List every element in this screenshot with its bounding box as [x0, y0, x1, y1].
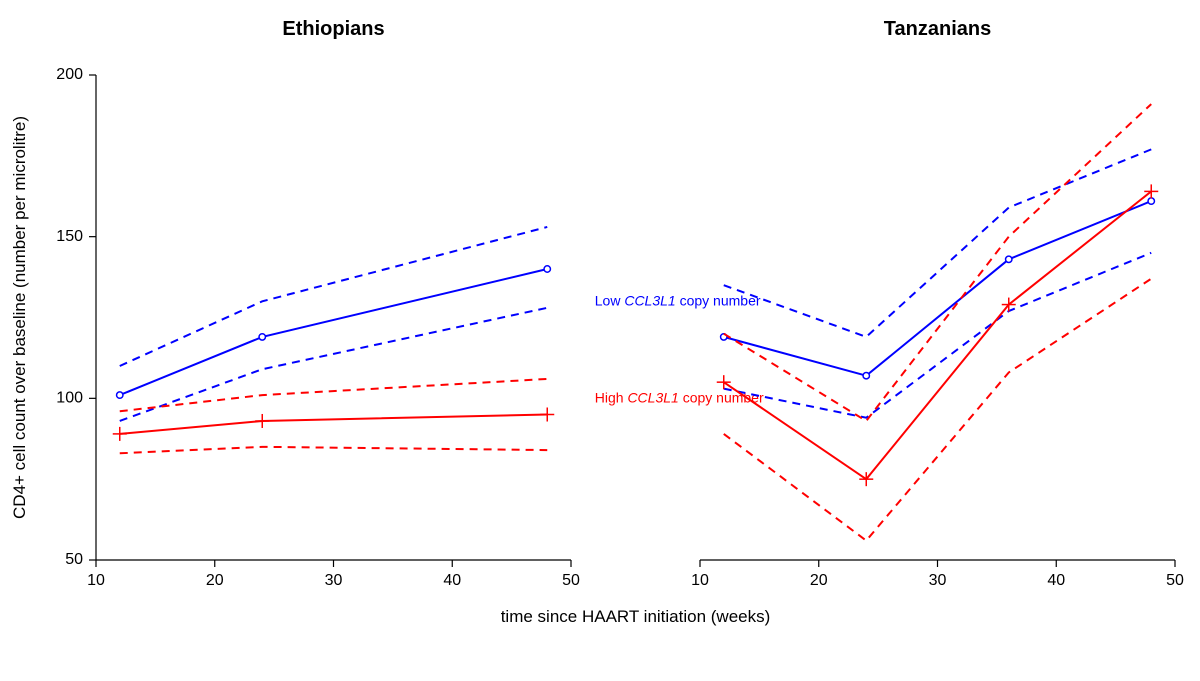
- marker-circle: [117, 392, 123, 398]
- x-tick-label: 20: [810, 572, 828, 589]
- legend-low: Low CCL3L1 copy number: [595, 292, 761, 308]
- x-tick-label: 40: [1047, 572, 1065, 589]
- x-tick-label: 10: [87, 572, 105, 589]
- x-tick-label: 40: [443, 572, 461, 589]
- x-tick-label: 50: [1166, 572, 1184, 589]
- marker-circle: [544, 266, 550, 272]
- y-tick-label: 200: [56, 66, 83, 83]
- x-tick-label: 30: [929, 572, 947, 589]
- chart-bg: [0, 0, 1200, 681]
- y-tick-label: 100: [56, 390, 83, 407]
- x-tick-label: 10: [691, 572, 709, 589]
- panel-right-title: Tanzanians: [884, 18, 991, 40]
- chart-figure: Ethiopians 50 100 150 200 10 20 30 40 50 Low CCL3L…: [0, 0, 1200, 681]
- marker-circle: [863, 373, 869, 379]
- panel-left-title: Ethiopians: [282, 18, 384, 40]
- marker-circle: [1006, 256, 1012, 262]
- marker-circle: [259, 334, 265, 340]
- x-tick-label: 50: [562, 572, 580, 589]
- x-axis-label: time since HAART initiation (weeks): [501, 607, 771, 626]
- chart-svg: Ethiopians 50 100 150 200 10 20 30 40 50 Low CCL3L…: [0, 0, 1200, 681]
- x-tick-label: 30: [325, 572, 343, 589]
- y-tick-label: 50: [65, 551, 83, 568]
- marker-circle: [1148, 198, 1154, 204]
- x-tick-label: 20: [206, 572, 224, 589]
- y-axis-label: CD4+ cell count over baseline (number pe…: [10, 116, 29, 519]
- y-tick-label: 150: [56, 228, 83, 245]
